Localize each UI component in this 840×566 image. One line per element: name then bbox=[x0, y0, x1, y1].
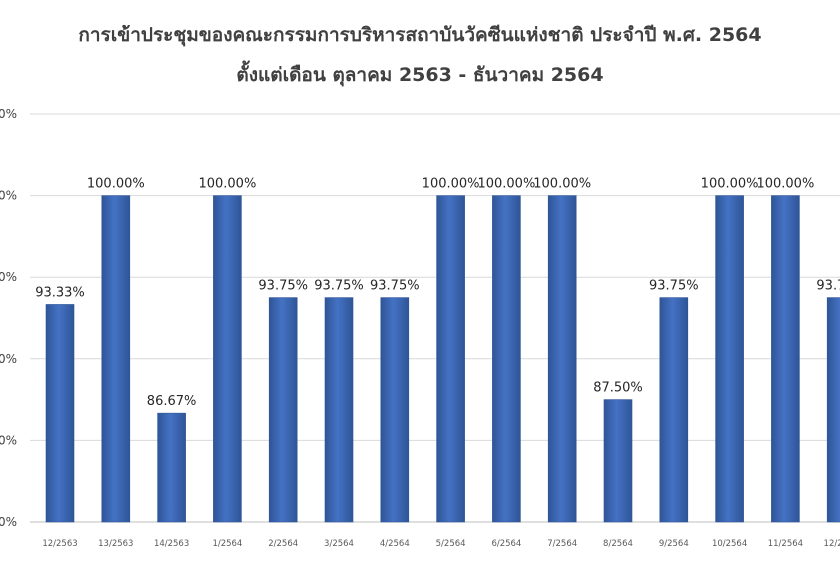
bars bbox=[45, 195, 840, 523]
data-label: 100.00% bbox=[477, 177, 535, 192]
x-tick-label: 9/2564 bbox=[659, 539, 689, 549]
data-label: 100.00% bbox=[533, 177, 591, 192]
data-label: 100.00% bbox=[701, 177, 759, 192]
bar bbox=[268, 297, 298, 523]
bar bbox=[213, 195, 242, 523]
data-label: 87.50% bbox=[593, 381, 643, 396]
data-label: 100.00% bbox=[198, 177, 256, 192]
x-tick-label: 5/2564 bbox=[436, 539, 466, 549]
bar bbox=[771, 195, 800, 523]
x-tick-label: 13/2563 bbox=[98, 539, 133, 549]
x-tick-label: 1/2564 bbox=[212, 539, 242, 549]
x-tick-label: 6/2564 bbox=[491, 539, 521, 549]
bar bbox=[492, 195, 521, 523]
data-label: 100.00% bbox=[87, 177, 145, 192]
x-axis-ticks: 12/2563 13/2563 14/2563 1/2564 2/2564 3/2564 4… bbox=[42, 539, 840, 549]
chart-subtitle: ตั้งแต่เดือน ตุลาคม 2563 - ธันวาคม 2564 bbox=[236, 64, 604, 86]
bar bbox=[157, 412, 186, 523]
bar bbox=[101, 195, 131, 523]
y-axis-ticks: 80.00% 85.00% 90.00% 95.00% 100.00% 105.00% bbox=[0, 107, 17, 529]
y-tick-label: 105.00% bbox=[0, 107, 17, 121]
data-label: 93.33% bbox=[35, 285, 85, 300]
data-label: 93.75% bbox=[258, 279, 308, 294]
data-label: 86.67% bbox=[147, 394, 197, 409]
x-tick-label: 7/2564 bbox=[547, 539, 577, 549]
data-labels: 93.33% 100.00% 86.67% 100.00% 93.75% 93.75% 93… bbox=[35, 177, 840, 410]
y-tick-label: 85.00% bbox=[0, 433, 17, 447]
bar bbox=[380, 297, 410, 523]
x-tick-label: 12/2563 bbox=[42, 539, 77, 549]
x-tick-label: 3/2564 bbox=[324, 539, 354, 549]
x-tick-label: 8/2564 bbox=[603, 539, 633, 549]
x-tick-label: 2/2564 bbox=[268, 539, 298, 549]
y-tick-label: 80.00% bbox=[0, 515, 17, 529]
x-tick-label: 11/2564 bbox=[768, 539, 803, 549]
bar bbox=[45, 304, 75, 523]
x-tick-label: 14/2563 bbox=[154, 539, 189, 549]
data-label: 100.00% bbox=[422, 177, 480, 192]
x-tick-label: 12/2564 bbox=[824, 539, 840, 549]
bar bbox=[659, 297, 689, 523]
data-label: 93.75% bbox=[816, 279, 840, 294]
y-tick-label: 100.00% bbox=[0, 189, 17, 203]
data-label: 100.00% bbox=[756, 177, 814, 192]
bar bbox=[547, 195, 577, 523]
bar bbox=[436, 195, 465, 523]
data-label: 93.75% bbox=[370, 279, 420, 294]
data-label: 93.75% bbox=[314, 279, 364, 294]
bar bbox=[826, 297, 840, 523]
y-tick-label: 90.00% bbox=[0, 352, 17, 366]
bar bbox=[603, 399, 633, 523]
data-label: 93.75% bbox=[649, 279, 699, 294]
x-tick-label: 10/2564 bbox=[712, 539, 747, 549]
chart-title: การเข้าประชุมของคณะกรรมการบริหารสถาบันวั… bbox=[78, 24, 762, 46]
bar bbox=[324, 297, 354, 523]
bar bbox=[715, 195, 744, 523]
x-tick-label: 4/2564 bbox=[380, 539, 410, 549]
y-tick-label: 95.00% bbox=[0, 270, 17, 284]
